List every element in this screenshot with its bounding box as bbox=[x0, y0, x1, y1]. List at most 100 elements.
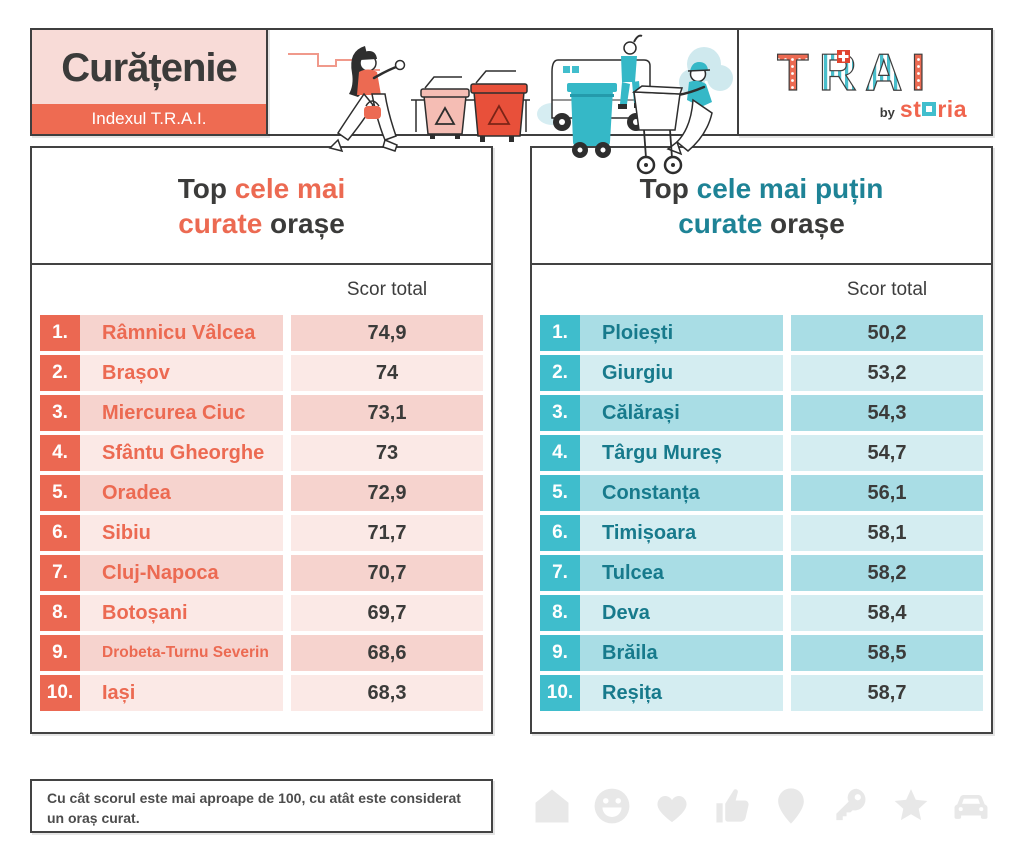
city-name: Constanța bbox=[580, 475, 783, 511]
heart-icon bbox=[657, 795, 687, 823]
smiley-icon bbox=[594, 788, 630, 824]
table-row: 7. Cluj-Napoca 70,7 bbox=[40, 555, 483, 591]
table-row: 2. Brașov 74 bbox=[40, 355, 483, 391]
city-score: 54,7 bbox=[791, 435, 983, 471]
city-score: 58,5 bbox=[791, 635, 983, 671]
rank-badge: 6. bbox=[540, 515, 580, 551]
table-row: 1. Râmnicu Vâlcea 74,9 bbox=[40, 315, 483, 351]
rank-badge: 2. bbox=[540, 355, 580, 391]
score-column-header: Scor total bbox=[346, 279, 428, 300]
city-name: Drobeta-Turnu Severin bbox=[80, 635, 283, 671]
rank-badge: 7. bbox=[40, 555, 80, 591]
index-subtitle: Indexul T.R.A.I. bbox=[32, 104, 266, 134]
city-score: 56,1 bbox=[791, 475, 983, 511]
table-row: 6. Timișoara 58,1 bbox=[540, 515, 983, 551]
rank-badge: 5. bbox=[40, 475, 80, 511]
city-name: Cluj-Napoca bbox=[80, 555, 283, 591]
rank-badge: 7. bbox=[540, 555, 580, 591]
city-score: 68,6 bbox=[291, 635, 483, 671]
svg-text:A: A bbox=[865, 44, 903, 100]
city-score: 70,7 bbox=[291, 555, 483, 591]
city-name: Botoșani bbox=[80, 595, 283, 631]
table-row: 9. Drobeta-Turnu Severin 68,6 bbox=[40, 635, 483, 671]
city-score: 72,9 bbox=[291, 475, 483, 511]
rank-badge: 9. bbox=[40, 635, 80, 671]
rank-badge: 10. bbox=[40, 675, 80, 711]
home-icon bbox=[535, 789, 569, 823]
cleanest-cities-table: Top cele mai curate orașe Scor total 1. R… bbox=[30, 146, 493, 734]
city-score: 54,3 bbox=[791, 395, 983, 431]
rank-badge: 2. bbox=[40, 355, 80, 391]
city-score: 53,2 bbox=[791, 355, 983, 391]
city-name: Giurgiu bbox=[580, 355, 783, 391]
city-name: Călărași bbox=[580, 395, 783, 431]
rank-badge: 5. bbox=[540, 475, 580, 511]
table-row: 9. Brăila 58,5 bbox=[540, 635, 983, 671]
city-score: 58,2 bbox=[791, 555, 983, 591]
city-name: Deva bbox=[580, 595, 783, 631]
city-name: Reșița bbox=[580, 675, 783, 711]
rank-badge: 1. bbox=[540, 315, 580, 351]
table-row: 1. Ploiești 50,2 bbox=[540, 315, 983, 351]
score-explanation-note: Cu cât scorul este mai aproape de 100, c… bbox=[30, 779, 493, 833]
thumbs-up-icon bbox=[715, 789, 749, 823]
trai-logo: T R A I bbox=[776, 43, 926, 100]
storia-wordmark: st ria bbox=[899, 95, 967, 122]
table-row: 8. Botoșani 69,7 bbox=[40, 595, 483, 631]
table-row: 4. Sfântu Gheorghe 73 bbox=[40, 435, 483, 471]
least-clean-table-title: Top cele mai puțin curate orașe bbox=[532, 148, 991, 265]
city-score: 68,3 bbox=[291, 675, 483, 711]
city-score: 69,7 bbox=[291, 595, 483, 631]
city-score: 58,4 bbox=[791, 595, 983, 631]
rank-badge: 6. bbox=[40, 515, 80, 551]
city-name: Oradea bbox=[80, 475, 283, 511]
by-label: by bbox=[879, 104, 895, 120]
trai-logo-box: T R A I by st ria bbox=[737, 28, 993, 136]
title-box: Curățenie Indexul T.R.A.I. bbox=[30, 28, 268, 136]
city-name: Sibiu bbox=[80, 515, 283, 551]
header-illustration-box bbox=[268, 28, 737, 175]
city-name: Timișoara bbox=[580, 515, 783, 551]
city-name: Miercurea Ciuc bbox=[80, 395, 283, 431]
table-row: 10. Reșița 58,7 bbox=[540, 675, 983, 711]
city-score: 71,7 bbox=[291, 515, 483, 551]
table-row: 3. Miercurea Ciuc 73,1 bbox=[40, 395, 483, 431]
city-score: 58,7 bbox=[791, 675, 983, 711]
least-clean-table-rows: 1. Ploiești 50,2 2. Giurgiu 53,2 3. Călărași 5… bbox=[532, 315, 991, 711]
table-row: 3. Călărași 54,3 bbox=[540, 395, 983, 431]
city-name: Iași bbox=[80, 675, 283, 711]
city-name: Brăila bbox=[580, 635, 783, 671]
rank-badge: 8. bbox=[40, 595, 80, 631]
page-title: Curățenie bbox=[61, 45, 238, 90]
rank-badge: 3. bbox=[540, 395, 580, 431]
rank-badge: 10. bbox=[540, 675, 580, 711]
rank-badge: 4. bbox=[40, 435, 80, 471]
score-column-header: Scor total bbox=[846, 279, 928, 300]
table-row: 8. Deva 58,4 bbox=[540, 595, 983, 631]
category-icons-row bbox=[530, 781, 993, 831]
storia-o-square bbox=[922, 102, 937, 116]
city-name: Sfântu Gheorghe bbox=[80, 435, 283, 471]
least-clean-cities-table: Top cele mai puțin curate orașe Scor tot… bbox=[530, 146, 993, 734]
city-score: 58,1 bbox=[791, 515, 983, 551]
cleanest-table-title: Top cele mai curate orașe bbox=[32, 148, 491, 265]
rank-badge: 4. bbox=[540, 435, 580, 471]
city-name: Ploiești bbox=[580, 315, 783, 351]
city-score: 73,1 bbox=[291, 395, 483, 431]
table-row: 2. Giurgiu 53,2 bbox=[540, 355, 983, 391]
by-storia: by st ria bbox=[880, 96, 967, 123]
rank-badge: 1. bbox=[40, 315, 80, 351]
table-row: 6. Sibiu 71,7 bbox=[40, 515, 483, 551]
city-name: Tulcea bbox=[580, 555, 783, 591]
city-name: Târgu Mureș bbox=[580, 435, 783, 471]
cleanest-table-rows: 1. Râmnicu Vâlcea 74,9 2. Brașov 74 3. Miercu… bbox=[32, 315, 491, 711]
city-score: 73 bbox=[291, 435, 483, 471]
car-icon bbox=[954, 795, 988, 819]
table-row: 4. Târgu Mureș 54,7 bbox=[540, 435, 983, 471]
city-score: 50,2 bbox=[791, 315, 983, 351]
table-row: 10. Iași 68,3 bbox=[40, 675, 483, 711]
city-name: Brașov bbox=[80, 355, 283, 391]
city-score: 74,9 bbox=[291, 315, 483, 351]
key-icon bbox=[836, 788, 866, 821]
